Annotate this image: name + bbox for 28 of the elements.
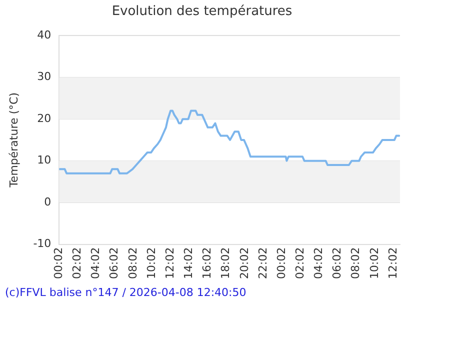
x-tick-label: 10:02 [144,247,158,280]
x-tick-label: 18:02 [219,247,232,280]
x-tick-label: 02:02 [293,247,306,280]
y-tick-label: 0 [44,195,52,208]
x-tick-label: 00:02 [52,247,66,280]
y-tick-label: 10 [37,154,52,167]
y-tick-label: 40 [37,28,52,42]
text: (c)FFVL balise n°147 / 2026-04-08 12:40:50 [5,286,246,299]
x-tick-label: 12:02 [163,247,176,280]
x-tick-label: 06:02 [108,247,121,280]
y-tick-label: 30 [37,70,52,84]
x-tick-label: 08:02 [349,247,362,280]
y-tick-label: -10 [33,237,52,250]
y-tick-label: 20 [37,112,52,125]
chart-title: Evolution des températures [112,4,292,20]
y-axis-title: Température (°C) [7,92,20,188]
x-tick-label: 06:02 [330,247,344,280]
x-tick-label: 16:02 [200,247,214,280]
x-tick-label: 08:02 [126,247,140,280]
x-tick-label: 04:02 [312,247,326,280]
x-tick-label: 22:02 [256,247,270,280]
x-tick-label: 20:02 [238,247,251,280]
x-tick-label: 04:02 [89,247,102,280]
x-tick-label: 00:02 [274,247,288,280]
x-tick-label: 10:02 [368,247,381,280]
x-tick-label: 02:02 [70,247,84,280]
x-tick-label: 12:02 [386,247,400,280]
x-tick-label: 14:02 [182,247,196,280]
